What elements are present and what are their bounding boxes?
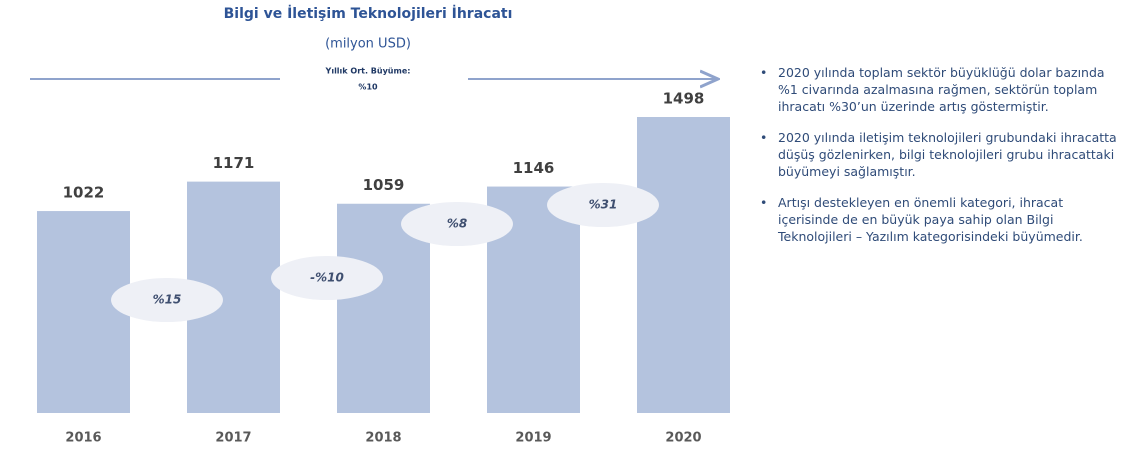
x-tick-label: 2017 [215,431,251,446]
annotation: Yıllık Ort. Büyüme: [325,67,411,76]
growth-bubble [401,202,513,246]
growth-label: %8 [447,217,467,231]
growth-bubble [111,278,223,322]
growth-bubble [271,256,383,300]
annotation: %10 [358,83,378,92]
value-label: 1022 [63,184,105,202]
bar [637,117,730,413]
x-tick-label: 2019 [515,431,551,446]
growth-bubble [547,183,659,227]
value-label: 1059 [363,176,405,194]
growth-label: %15 [153,293,182,307]
x-tick-label: 2018 [365,431,401,446]
bar [37,211,130,413]
growth-label: %31 [589,198,618,212]
value-label: 1146 [513,159,555,177]
bullet: Artışı destekleyen en önemli kategori, i… [760,194,1123,245]
chart-title: Bilgi ve İletişim Teknolojileri İhracatı [224,5,513,22]
growth-label: -%10 [310,271,344,285]
bar [337,203,430,413]
chart: Bilgi ve İletişim Teknolojileri İhracatı… [30,5,730,446]
value-label: 1171 [213,154,255,172]
bullet: 2020 yılında toplam sektör büyüklüğü dol… [760,64,1123,115]
x-tick-label: 2016 [65,431,101,446]
x-tick-label: 2020 [665,431,701,446]
chart-subtitle: (milyon USD) [325,37,411,52]
bullet: 2020 yılında iletişim teknolojileri grub… [760,129,1123,180]
value-label: 1498 [663,90,705,108]
bullet-list: 2020 yılında toplam sektör büyüklüğü dol… [760,64,1123,259]
